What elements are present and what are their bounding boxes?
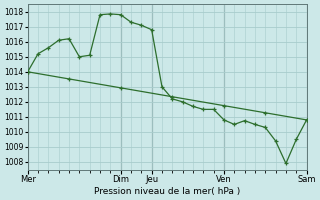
X-axis label: Pression niveau de la mer( hPa ): Pression niveau de la mer( hPa ): [94, 187, 240, 196]
